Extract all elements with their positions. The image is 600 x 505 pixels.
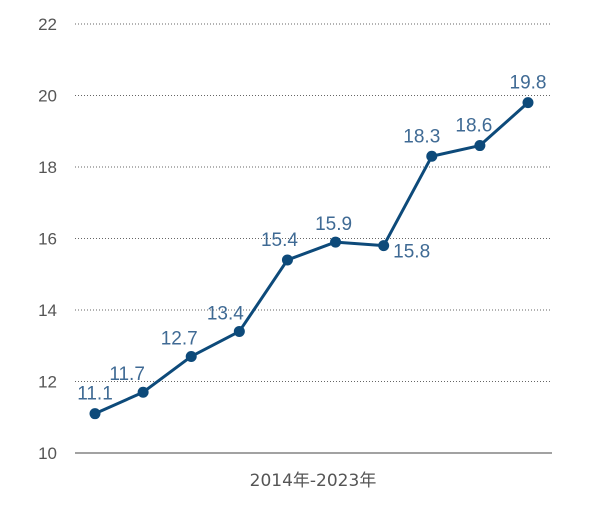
data-label: 18.3 xyxy=(403,126,440,147)
y-axis-ticks: 10 12 14 16 18 20 22 xyxy=(38,15,57,463)
data-label: 18.6 xyxy=(455,116,492,137)
data-label: 13.4 xyxy=(207,303,244,324)
data-point xyxy=(89,408,101,420)
data-point xyxy=(233,325,245,337)
series-group xyxy=(89,97,534,420)
data-point xyxy=(522,97,534,109)
y-tick-label: 20 xyxy=(38,87,57,106)
data-point xyxy=(378,240,390,252)
data-label: 11.7 xyxy=(109,364,145,385)
data-point xyxy=(330,236,342,248)
grid-lines xyxy=(75,23,552,382)
y-tick-label: 14 xyxy=(38,301,57,320)
x-axis-label: 2014年-2023年 xyxy=(250,471,377,491)
data-point xyxy=(474,140,486,152)
y-tick-label: 22 xyxy=(38,15,57,34)
y-tick-label: 18 xyxy=(38,158,57,177)
y-tick-label: 16 xyxy=(38,230,57,249)
data-label: 12.7 xyxy=(161,328,198,349)
y-tick-label: 12 xyxy=(38,373,57,392)
y-tick-label: 10 xyxy=(38,444,57,463)
data-labels: 11.111.7 12.7 13.4 15.4 15.9 15.8 18.3 18.6 19.8 xyxy=(77,73,546,405)
data-label: 15.8 xyxy=(393,242,430,263)
data-label: 11.1 xyxy=(77,384,113,405)
data-point xyxy=(281,254,293,266)
data-label: 19.8 xyxy=(510,73,547,94)
data-point xyxy=(426,150,438,162)
data-label: 15.9 xyxy=(315,214,352,235)
data-label: 15.4 xyxy=(261,230,298,251)
data-point xyxy=(137,386,149,398)
series-line xyxy=(94,101,529,416)
data-point xyxy=(185,350,197,362)
